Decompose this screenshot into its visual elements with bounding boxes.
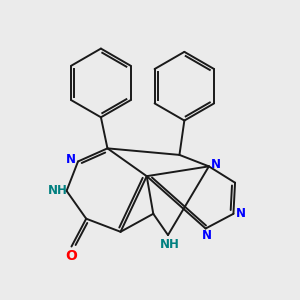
Text: N: N <box>202 229 212 242</box>
Text: NH: NH <box>47 184 68 197</box>
Text: NH: NH <box>160 238 180 251</box>
Text: N: N <box>211 158 221 171</box>
Text: N: N <box>66 153 76 166</box>
Text: O: O <box>65 249 77 263</box>
Text: N: N <box>236 207 246 220</box>
